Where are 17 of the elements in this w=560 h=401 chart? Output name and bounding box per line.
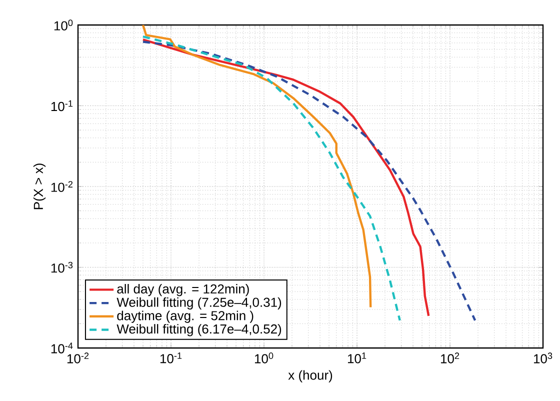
legend-label: daytime (avg. = 52min ) (117, 310, 254, 323)
legend-label: all day (avg. = 122min) (117, 284, 249, 296)
x-tick-label: 10$^{2}$ (440, 352, 460, 364)
y-tick-label: 10$^{-3}$ (51, 262, 73, 273)
x-tick-label: 10$^{0}$ (254, 352, 274, 364)
legend-label: Weibull fitting (7.25e–4,0.31) (116, 297, 282, 310)
x-axis-title: x (hour) (288, 370, 332, 382)
y-tick-label: 10$^{-2}$ (51, 181, 73, 192)
y-tick-label: 10$^{0}$ (54, 20, 73, 30)
x-tick-label: 10$^{-2}$ (67, 352, 89, 364)
x-tick-label: 10$^{3}$ (534, 352, 552, 364)
y-tick-label: 10$^{-1}$ (51, 100, 73, 112)
legend-label: Weibull fitting (6.17e–4,0.52) (116, 324, 282, 336)
y-axis-title: P(X > x) (33, 164, 46, 210)
y-tick-label: 10$^{-4}$ (51, 342, 73, 354)
x-tick-label: 10$^{1}$ (348, 352, 366, 364)
x-tick-label: 10$^{-1}$ (160, 352, 182, 364)
